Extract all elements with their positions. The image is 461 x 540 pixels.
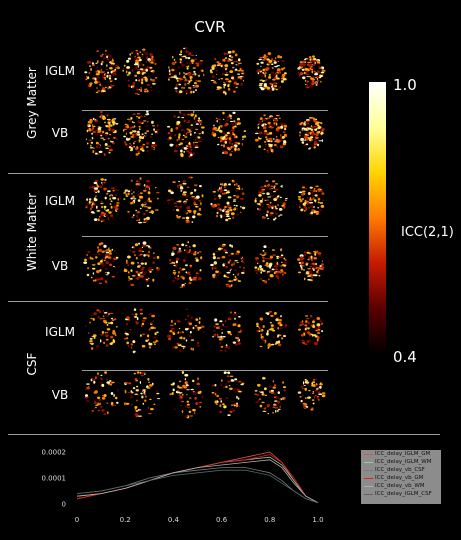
legend-swatch [364, 470, 373, 471]
row-label-wm-vb: VB [51, 259, 69, 273]
y-tick-label: 0.0001 [42, 475, 67, 483]
series-line [76, 469, 319, 504]
brain-slice [256, 52, 287, 92]
brain-slice [122, 48, 158, 96]
brain-slice [210, 179, 246, 222]
legend-swatch [364, 486, 373, 487]
separator-gm-wm [8, 173, 328, 174]
separator-csf-rows [82, 370, 328, 371]
brain-slice [167, 308, 205, 353]
row-label-gm-vb: VB [51, 126, 69, 140]
figure-title: CVR [194, 18, 226, 36]
brain-slice [297, 250, 325, 282]
separator-gm-rows [82, 110, 328, 111]
brain-slice [122, 110, 160, 156]
row-label-gm-iglm: IGLM [45, 64, 75, 78]
brain-slice [83, 242, 119, 285]
row-label-csf-vb: VB [51, 388, 69, 402]
legend-swatch [364, 462, 373, 463]
brain-slice [85, 178, 120, 223]
brain-slice [297, 185, 325, 216]
legend-swatch [364, 494, 373, 495]
brain-slice [168, 46, 205, 95]
brain-slice [298, 117, 326, 150]
colorbar [369, 82, 386, 354]
legend-label: ICC_delay_IGLM_CSF [375, 491, 432, 497]
brain-slice [297, 378, 326, 411]
brain-slice [256, 310, 287, 349]
brain-slice [209, 50, 246, 96]
colorbar-max-label: 1.0 [393, 76, 417, 94]
brain-slice [254, 114, 288, 154]
legend-entry: ICC_delay_IGLM_CSF [361, 490, 441, 498]
row-label-csf-iglm: IGLM [45, 325, 75, 339]
brain-slice [84, 309, 118, 350]
brain-slice [169, 241, 204, 288]
brain-slice [254, 180, 288, 221]
brain-slice [123, 241, 161, 287]
legend-entry: ICC_delay_vb_CSF [361, 466, 441, 474]
brain-slice [84, 371, 120, 416]
series-line [76, 456, 319, 504]
separator-wm-csf [8, 301, 328, 302]
colorbar-min-label: 0.4 [393, 348, 417, 366]
legend-label: ICC_delay_vb_WM [375, 483, 425, 489]
x-tick-label: 1.0 [312, 516, 323, 524]
legend-label: ICC_delay_IGLM_WM [375, 459, 432, 465]
brain-slice [124, 371, 161, 418]
brain-slice [254, 245, 288, 284]
colorbar-title: ICC(2,1) [401, 225, 454, 240]
x-tick-label: 0.8 [264, 516, 275, 524]
plot-legend: ICC_delay_IGLM_GM ICC_delay_IGLM_WM ICC_de… [361, 450, 441, 504]
brain-slice [169, 371, 204, 419]
brain-slice [211, 111, 247, 157]
legend-entry: ICC_delay_IGLM_GM [361, 450, 441, 458]
brain-slice [124, 308, 159, 354]
brain-slice [254, 375, 287, 415]
brain-slice-grid [83, 46, 326, 419]
brain-slice [167, 176, 204, 224]
x-tick-label: 0.2 [120, 516, 131, 524]
brain-slice [212, 311, 243, 353]
legend-swatch [364, 478, 373, 479]
brain-slice [211, 371, 245, 416]
legend-entry: ICC_delay_IGLM_WM [361, 458, 441, 466]
legend-entry: ICC_delay_vb_WM [361, 482, 441, 490]
legend-swatch [364, 454, 373, 455]
brain-slice [297, 55, 326, 89]
brain-slice [298, 315, 324, 346]
brain-slice [123, 177, 160, 224]
series-line [76, 454, 319, 504]
series-line [76, 451, 319, 504]
line-plot: 0 0.2 0.4 0.6 0.8 1.0 0.0002 0.0001 0 [42, 449, 324, 525]
separator-plot [8, 434, 440, 435]
series-line [76, 459, 319, 504]
brain-slice [210, 243, 246, 288]
legend-entry: ICC_delay_vb_GM [361, 474, 441, 482]
legend-label: ICC_delay_vb_GM [375, 475, 424, 481]
y-tick-label: 0 [62, 501, 66, 509]
separator-wm-rows [82, 236, 328, 237]
legend-label: ICC_delay_vb_CSF [375, 467, 425, 473]
brain-slice [167, 108, 205, 158]
x-tick-label: 0 [75, 516, 79, 524]
x-tick-label: 0.6 [216, 516, 228, 524]
legend-label: ICC_delay_IGLM_GM [375, 451, 431, 457]
x-tick-label: 0.4 [168, 516, 180, 524]
row-label-wm-iglm: IGLM [45, 194, 75, 208]
brain-slice [84, 49, 120, 94]
y-tick-label: 0.0002 [42, 449, 67, 457]
brain-slice [85, 110, 119, 156]
